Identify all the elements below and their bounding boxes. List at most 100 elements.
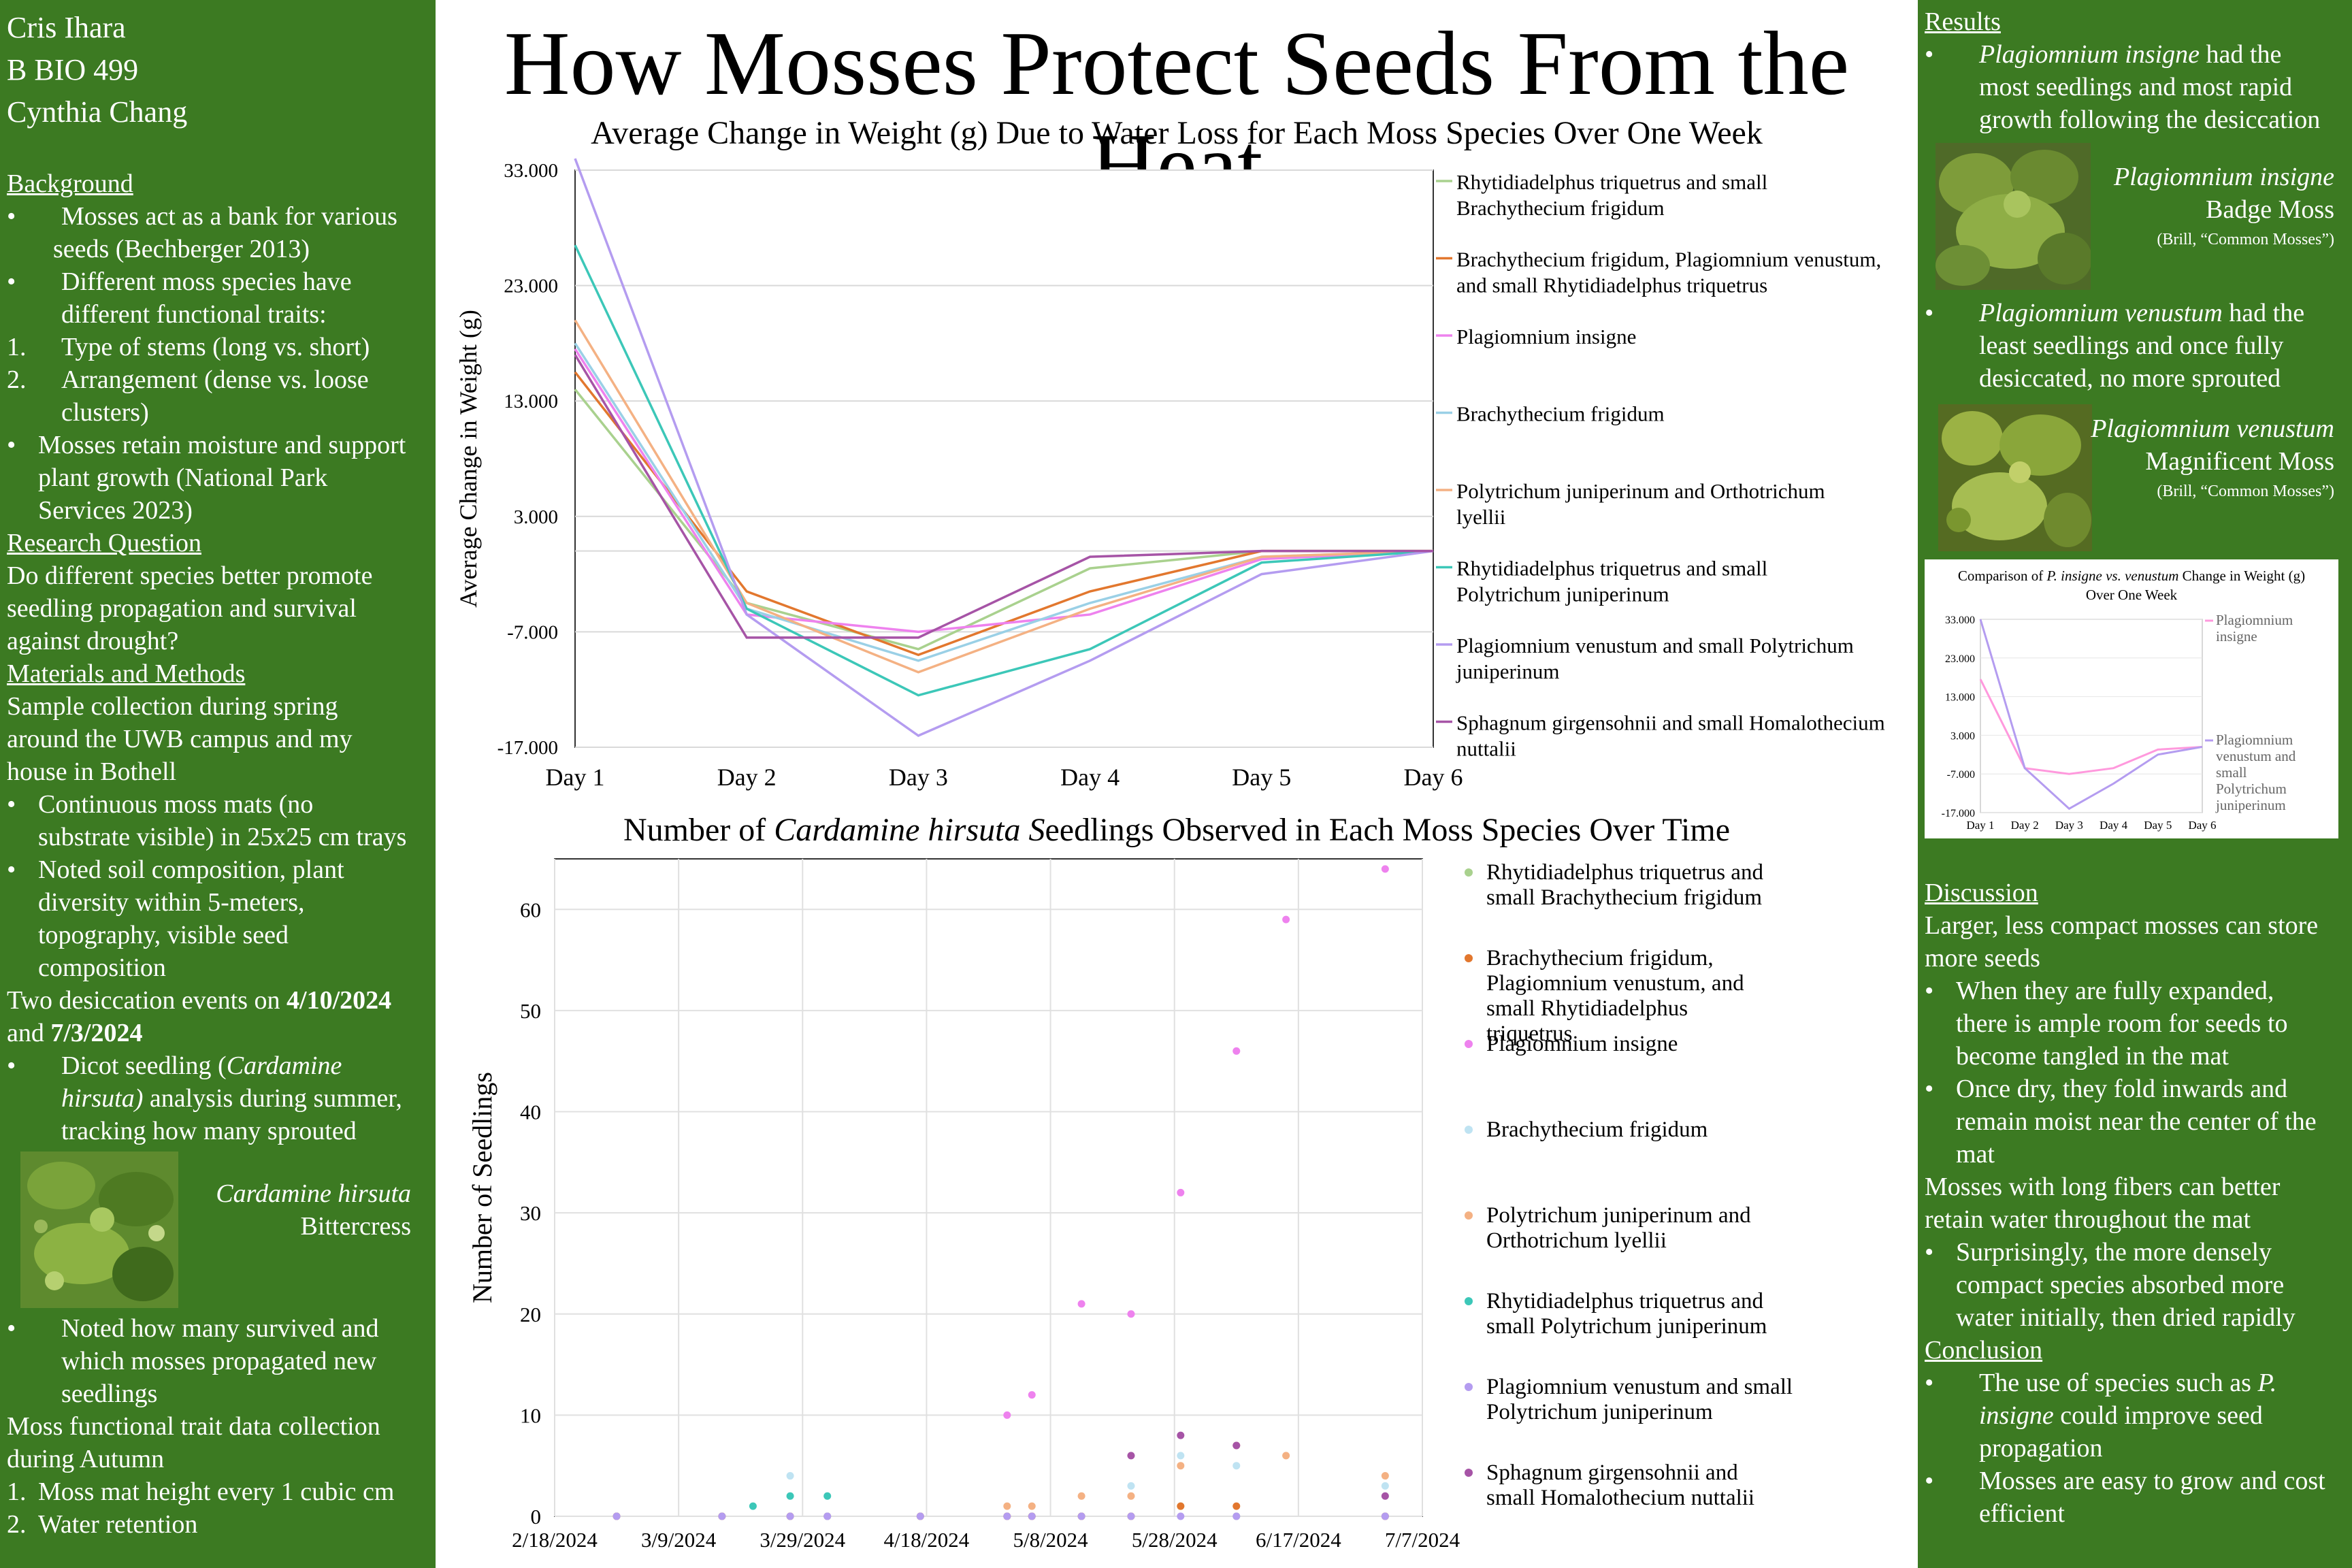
legend-label: Brachythecium frigidum [1456,196,1665,220]
bullet-item: • Plagiomnium insigne had the most seedlin… [1925,40,2321,134]
y-tick-label: 10 [520,1403,541,1427]
data-point [786,1512,794,1520]
legend-label: Plagiomnium [2216,732,2293,748]
legend-label: Polytrichum [2216,781,2287,797]
data-point [786,1492,794,1500]
x-tick-label: Day 5 [2144,819,2172,832]
legend-label: Orthotrichum lyellii [1486,1228,1667,1253]
series-line [1979,679,2203,775]
legend-label: Plagiomnium venustum, and [1486,971,1744,996]
x-tick-label: 7/7/2024 [1385,1528,1460,1552]
y-tick-label: -17.000 [497,737,558,759]
x-tick-label: 3/9/2024 [641,1528,717,1552]
right-column: Results • Plagiomnium insigne had the most… [1918,0,2352,1568]
bullet-item: • Noted soil composition, plant diversity … [7,855,344,982]
y-tick-label: -17.000 [1942,808,1975,819]
data-point [1028,1502,1036,1510]
conclusion-heading: Conclusion [1925,1336,2043,1365]
legend-label: triquetrus [1486,1022,1572,1046]
legend-label: Plagiomnium insigne [1456,325,1636,348]
x-tick-label: Day 1 [546,764,605,791]
methods-heading: Materials and Methods [7,659,246,688]
data-point [1177,1462,1185,1470]
autumn-text: Moss functional trait data collection dur… [7,1412,380,1473]
data-point [823,1512,832,1520]
data-point [1127,1482,1135,1490]
x-tick-label: 5/8/2024 [1013,1528,1088,1552]
y-tick-label: 3.000 [1950,730,1975,742]
x-tick-label: Day 5 [1232,764,1291,791]
badge-moss-photo [1936,143,2091,290]
legend-label: Polytrichum juniperinum [1486,1400,1713,1424]
x-tick-label: Day 6 [2188,819,2216,832]
legend-label: Polytrichum juniperinum [1456,583,1669,606]
numbered-item: 2. Arrangement (dense vs. loose clusters) [7,365,369,427]
legend-label: Sphagnum girgensohnii and small Homaloth… [1456,711,1885,735]
legend-marker [1465,1040,1473,1048]
x-tick-label: Day 6 [1404,764,1463,791]
data-point [1177,1512,1185,1520]
legend-marker [1465,1126,1473,1134]
legend-label: venustum and [2216,748,2296,764]
center-panel: How Mosses Protect Seeds From the Heat A… [436,0,1918,1568]
legend-label: juniperinum [2215,797,2286,813]
data-point [1127,1310,1135,1318]
bullet-item: • Dicot seedling (Cardamine hirsuta) analy… [7,1051,402,1145]
data-point [1232,1502,1241,1510]
author-name: Cris Ihara [7,11,126,44]
y-tick-label: 30 [520,1201,541,1225]
left-column: Cris Ihara B BIO 499 Cynthia Chang Backg… [0,0,436,1568]
bittercress-figure: Cardamine hirsuta Bittercress [7,1152,429,1312]
legend-label: small Brachythecium frigidum [1486,885,1762,910]
legend-label: Sphagnum girgensohnii and [1486,1460,1738,1485]
legend-label: Rhytidiadelphus triquetrus and small [1456,170,1767,194]
x-tick-label: 3/29/2024 [760,1528,845,1552]
y-tick-label: -7.000 [1947,769,1975,781]
data-point [1028,1391,1036,1399]
weight-change-chart: 33.000 23.000 13.000 3.000 -7.000 -17.000 Day … [455,158,1885,791]
legend-marker [1465,868,1473,877]
legend-marker [1465,954,1473,962]
data-point [1177,1188,1185,1196]
desiccation-events: Two desiccation events on 4/10/2024 and 7… [7,986,392,1047]
discussion-text: Larger, less compact mosses can store mor… [1925,911,2319,973]
x-tick-label: Day 3 [889,764,948,791]
data-point [1127,1492,1135,1500]
legend-label: Plagiomnium insigne [1486,1032,1678,1056]
legend-label: Polytrichum juniperinum and Orthotrichum [1456,479,1825,503]
x-tick-label: Day 2 [717,764,777,791]
legend-label: Polytrichum juniperinum and [1486,1203,1751,1228]
data-point [1232,1462,1241,1470]
legend-label: Brachythecium frigidum, Plagiomnium venu… [1456,248,1881,272]
data-point [1003,1512,1011,1520]
data-point [718,1512,726,1520]
plot-area [1980,619,2203,813]
data-point [1232,1047,1241,1055]
data-point [1232,1441,1241,1450]
data-point [1177,1431,1185,1439]
comparison-chart-panel: Comparison of P. insigne vs. venustum Ch… [1925,559,2338,838]
data-point [1127,1512,1135,1520]
data-point [1282,915,1290,924]
legend-label: Brachythecium frigidum [1486,1117,1708,1142]
legend-marker [1465,1469,1473,1477]
data-point [1282,1452,1290,1460]
x-tick-label: 5/28/2024 [1132,1528,1218,1552]
legend-marker [1465,1383,1473,1391]
legend-label: insigne [2216,628,2257,644]
bullet-item: • Mosses are easy to grow and cost efficie… [1925,1467,2325,1528]
y-tick-label: 0 [531,1505,542,1529]
legend-marker [1465,1297,1473,1305]
legend-label: small Rhytidiadelphus [1486,996,1688,1021]
plot-area [554,858,1423,1517]
bullet-item: • Surprisingly, the more densely compact s… [1925,1238,2296,1332]
plot-area [574,169,1434,748]
y-tick-label: 23.000 [1945,653,1975,665]
y-tick-label: 3.000 [514,506,558,528]
legend-label: Plagiomnium [2216,612,2293,628]
legend-label: lyellii [1456,505,1506,529]
data-point [1381,1472,1389,1480]
series-line [574,354,1433,639]
legend-label: nuttalii [1456,737,1516,761]
bullet-item: • Different moss species have different fu… [7,267,352,329]
